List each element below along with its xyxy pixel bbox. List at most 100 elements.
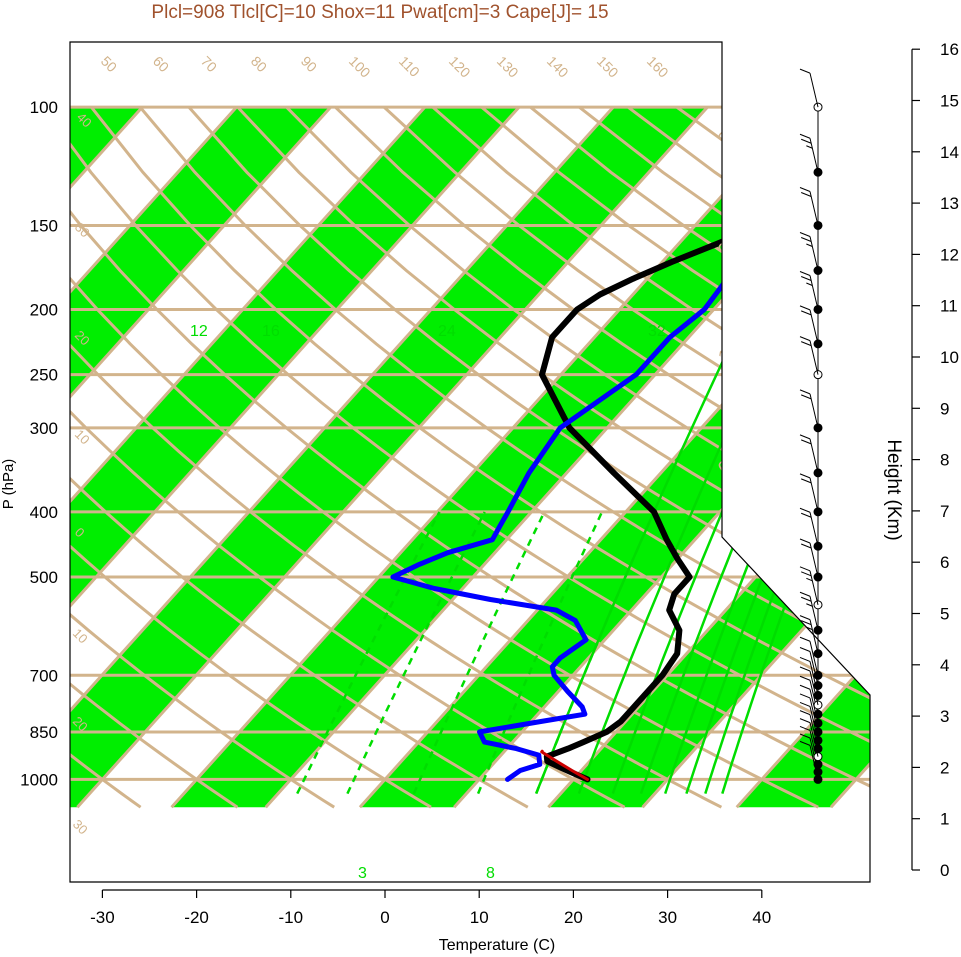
x-tick-label: 40	[752, 908, 771, 927]
wind-barb-flag	[799, 636, 811, 642]
height-tick-label: 9	[940, 399, 949, 418]
wind-barb-flag	[800, 512, 812, 518]
isotherm	[641, 106, 870, 809]
wind-barb-flag	[799, 718, 811, 724]
isotherm	[170, 106, 803, 809]
mixing-ratio-label: 8	[486, 865, 495, 882]
wind-barb-staff	[809, 542, 819, 578]
y-tick-label: 700	[30, 666, 58, 685]
wind-barb-staff	[809, 641, 819, 676]
green-band	[70, 107, 520, 808]
wind-barb-half-flag	[806, 577, 813, 582]
height-tick-label: 11	[940, 297, 958, 316]
wind-barb-half-flag	[806, 243, 813, 247]
wind-barb-flag	[799, 271, 811, 276]
y-tick-label: 200	[30, 300, 58, 319]
wind-barb-flag	[799, 133, 811, 139]
chart-title: Plcl=908 Tlcl[C]=10 Shox=11 Pwat[cm]=3 C…	[151, 2, 608, 23]
wind-barb-flag	[800, 138, 812, 144]
wind-barb-flag	[800, 543, 812, 549]
green-band	[171, 107, 870, 808]
wind-barb-flag	[799, 693, 811, 699]
height-tick-label: 3	[940, 707, 949, 726]
x-tick-label: 0	[380, 908, 389, 927]
wind-barb-staff	[809, 236, 819, 271]
height-tick-label: 16	[940, 40, 959, 59]
wind-barb-flag	[799, 656, 811, 662]
x-tick-label: 10	[470, 908, 489, 927]
y-tick-label: 100	[30, 98, 58, 117]
height-tick-label: 14	[940, 143, 959, 162]
wind-barb-flag	[799, 591, 811, 597]
x-tick-label: -30	[90, 908, 115, 927]
wind-barb-column	[799, 68, 823, 784]
dry-adiabat	[285, 106, 870, 809]
dry-adiabat	[70, 106, 432, 809]
y-tick-label: 850	[30, 723, 58, 742]
y-tick-label: 500	[30, 568, 58, 587]
wind-barb-staff	[809, 393, 819, 428]
wind-barb-flag	[800, 596, 812, 602]
wind-barb-staff	[809, 138, 819, 173]
wind-barb-flag	[800, 341, 812, 347]
wind-barb-flag	[799, 187, 811, 192]
isotherm	[735, 106, 870, 809]
dry-adiabat	[334, 106, 870, 809]
wind-barb-flag	[799, 473, 811, 479]
y-tick-label: 400	[30, 503, 58, 522]
dry-adiabat	[90, 106, 870, 809]
wind-barb-flag	[799, 566, 811, 572]
mixing-ratio-line	[577, 343, 768, 795]
dry-adiabat	[70, 106, 723, 809]
isotherm	[358, 106, 870, 809]
wind-barb-flag	[799, 232, 811, 237]
mixing-ratio-line-dashed	[476, 511, 604, 795]
wind-barb-flag	[799, 336, 811, 342]
wind-barb-half-flag	[806, 282, 813, 286]
wind-barb-staff	[809, 570, 819, 605]
dry-adiabat	[236, 106, 870, 809]
height-axis-label: Height (Km)	[883, 439, 904, 540]
isotherm	[70, 106, 238, 809]
dry-adiabat	[70, 106, 529, 809]
x-tick-label: 20	[564, 908, 583, 927]
mixing-ratio-label: 32	[648, 323, 666, 340]
height-tick-label: 4	[940, 656, 949, 675]
wind-barb-flag	[799, 507, 811, 513]
height-tick-label: 7	[940, 502, 949, 521]
wind-barb-flag	[800, 276, 812, 281]
wind-barb-flag	[799, 647, 811, 652]
wind-barb-flag	[799, 434, 811, 440]
mixing-ratio-label: 16	[262, 323, 280, 340]
wind-barb-flag	[799, 740, 811, 746]
wind-barb-flag	[800, 394, 812, 400]
wind-barb-staff	[809, 619, 819, 654]
isotherm	[70, 106, 521, 809]
x-axis-label: Temperature (C)	[439, 937, 555, 954]
wind-barb-half-flag	[806, 145, 813, 149]
wind-barb-flag	[800, 192, 812, 197]
height-tick-label: 13	[940, 194, 959, 213]
wind-barb-flag	[800, 439, 812, 445]
height-tick-label: 2	[940, 758, 949, 777]
wind-barb-staff	[809, 72, 819, 108]
dry-adiabat	[70, 106, 239, 809]
wind-barb-flag	[800, 478, 812, 484]
wind-barb-staff	[809, 275, 819, 310]
x-axis: -30 -20 -10 0 10 20 30 40	[90, 889, 771, 927]
wind-barb-staff	[809, 438, 819, 473]
green-band	[548, 107, 870, 808]
wind-barb-half-flag	[806, 603, 813, 607]
mixing-ratio-line-dashed	[346, 511, 486, 795]
wind-barb-flag	[799, 538, 811, 544]
wind-barb-flag	[799, 305, 811, 311]
y-tick-label: 1000	[20, 770, 58, 789]
dry-adiabat	[70, 106, 142, 809]
x-tick-label: 30	[658, 908, 677, 927]
dry-adiabat	[70, 106, 870, 809]
height-tick-label: 8	[940, 451, 949, 470]
wind-barb-flag	[799, 666, 811, 672]
plot-frame	[69, 41, 871, 883]
mixing-ratio-line-dashed	[412, 511, 546, 795]
